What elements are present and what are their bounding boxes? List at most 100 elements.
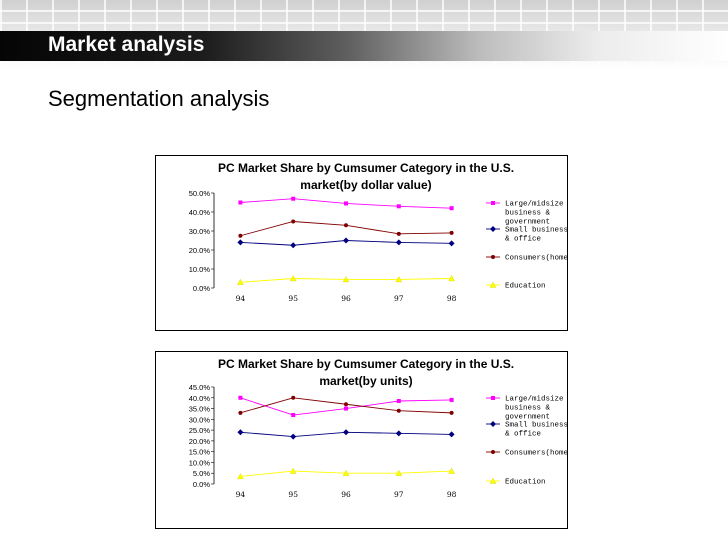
data-point xyxy=(448,275,455,282)
data-point xyxy=(449,230,454,235)
series-line xyxy=(240,397,452,416)
data-point xyxy=(291,196,296,201)
y-tick-label: 35.0% xyxy=(189,405,211,414)
slide-title: Market analysis xyxy=(48,33,205,56)
data-point xyxy=(448,467,455,474)
series-consumers xyxy=(238,219,454,238)
y-tick-label: 10.0% xyxy=(189,458,211,467)
data-point xyxy=(237,278,244,285)
data-point xyxy=(448,431,455,438)
data-point xyxy=(237,429,244,436)
data-point xyxy=(290,242,297,249)
data-point xyxy=(396,231,401,236)
y-tick-label: 30.0% xyxy=(189,227,211,236)
series-small xyxy=(237,429,455,440)
legend-label: Education xyxy=(505,283,546,291)
legend-label: Large/midsize xyxy=(505,396,564,404)
data-point xyxy=(342,276,350,283)
data-point xyxy=(344,223,348,228)
x-tick-label: 97 xyxy=(394,294,404,303)
legend-item: Small business& office xyxy=(486,226,568,244)
data-point xyxy=(238,200,243,205)
data-point xyxy=(449,206,454,211)
data-point xyxy=(290,433,297,440)
x-tick-label: 96 xyxy=(341,294,351,303)
legend-item: Consumers(home) xyxy=(486,255,569,263)
y-tick-label: 25.0% xyxy=(189,426,211,435)
data-point xyxy=(237,473,244,480)
chart-units: PC Market Share by Cumsumer Category in … xyxy=(155,351,569,529)
series-large xyxy=(238,196,454,211)
legend-marker xyxy=(489,281,497,288)
data-point xyxy=(291,219,296,224)
x-tick-label: 98 xyxy=(447,294,457,303)
slide-subtitle: Segmentation analysis xyxy=(48,86,270,111)
legend-label: business & xyxy=(505,405,551,413)
series-education xyxy=(237,275,455,285)
legend-item: Education xyxy=(486,281,546,291)
y-tick-label: 15.0% xyxy=(189,448,211,457)
x-tick-label: 94 xyxy=(236,490,246,499)
data-point xyxy=(343,237,349,244)
data-point xyxy=(238,395,243,400)
legend-item: Education xyxy=(486,477,546,487)
series-large xyxy=(238,395,454,418)
y-tick-label: 20.0% xyxy=(189,246,211,255)
data-point xyxy=(449,397,454,402)
x-tick-label: 96 xyxy=(341,490,351,499)
series-consumers xyxy=(238,395,454,415)
legend-marker xyxy=(491,396,495,400)
chart-svg: PC Market Share by Cumsumer Category in … xyxy=(189,357,569,499)
y-tick-label: 40.0% xyxy=(189,208,211,217)
data-point xyxy=(289,275,297,282)
legend-marker xyxy=(491,255,495,259)
data-point xyxy=(343,429,349,436)
legend-marker xyxy=(489,477,497,484)
y-tick-label: 40.0% xyxy=(189,394,211,403)
x-tick-label: 94 xyxy=(236,294,246,303)
legend-label: Small business xyxy=(505,227,568,235)
legend-item: Consumers(home) xyxy=(486,450,569,458)
data-point xyxy=(342,469,350,476)
legend-label: government xyxy=(505,219,550,227)
legend-marker xyxy=(490,421,496,427)
chart-title-line: PC Market Share by Cumsumer Category in … xyxy=(218,161,514,175)
data-point xyxy=(448,240,455,247)
y-tick-label: 0.0% xyxy=(193,284,210,293)
x-tick-label: 98 xyxy=(447,490,457,499)
legend-label: government xyxy=(505,414,550,422)
legend-item: Small business& office xyxy=(486,421,568,439)
series-small xyxy=(237,237,455,249)
series-education xyxy=(237,467,455,480)
y-tick-label: 20.0% xyxy=(189,437,211,446)
data-point xyxy=(237,239,244,246)
legend-marker xyxy=(491,450,495,454)
data-point xyxy=(344,406,348,411)
legend-label: Consumers(home) xyxy=(505,450,569,458)
chart-title-line: market(by units) xyxy=(319,374,412,388)
data-point xyxy=(395,469,403,476)
y-tick-label: 30.0% xyxy=(189,415,211,424)
data-point xyxy=(396,204,401,209)
x-tick-label: 97 xyxy=(394,490,404,499)
chart-dollar-value: PC Market Share by Cumsumer Category in … xyxy=(155,155,569,331)
data-point xyxy=(238,233,243,238)
y-tick-label: 50.0% xyxy=(189,189,211,198)
y-tick-label: 5.0% xyxy=(193,469,210,478)
legend-label: & office xyxy=(505,431,541,439)
legend-label: business & xyxy=(505,210,551,218)
data-point xyxy=(396,399,401,404)
data-point xyxy=(238,410,243,415)
data-point xyxy=(396,408,401,413)
legend-label: Education xyxy=(505,479,546,487)
data-point xyxy=(344,201,348,206)
data-point xyxy=(395,430,402,437)
legend-marker xyxy=(491,201,495,205)
x-tick-label: 95 xyxy=(288,294,298,303)
data-point xyxy=(344,402,348,407)
title-bar: Market analysis xyxy=(0,31,728,61)
legend-label: Large/midsize xyxy=(505,201,564,209)
data-point xyxy=(449,410,454,415)
